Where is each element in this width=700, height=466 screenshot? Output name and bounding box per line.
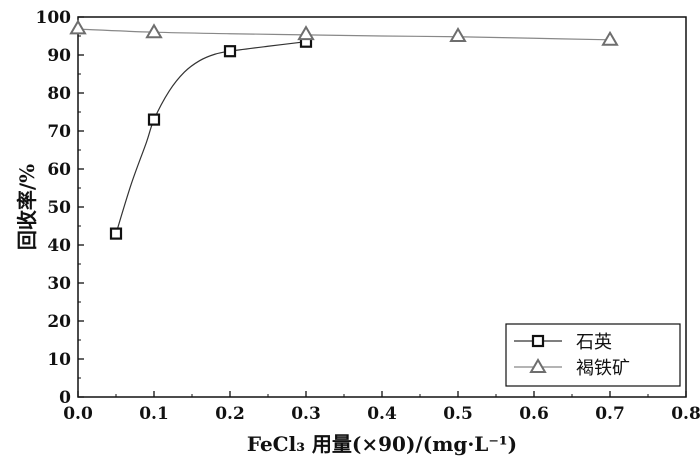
series-layer: [69, 19, 619, 240]
x-axis-label: FeCl₃ 用量(×90)/(mg·L⁻¹): [247, 432, 517, 456]
y-tick-label: 90: [47, 46, 71, 66]
data-point-limonite: [601, 30, 619, 46]
y-axis-label: 回收率/%: [15, 164, 39, 250]
x-tick-label: 0.4: [367, 404, 397, 424]
x-tick-label: 0.7: [595, 404, 625, 424]
x-tick-label: 0.5: [443, 404, 473, 424]
y-tick-label: 80: [47, 84, 71, 104]
y-tick-label: 0: [59, 388, 71, 408]
x-tick-label: 0.1: [139, 404, 169, 424]
y-tick-label: 10: [47, 350, 71, 370]
x-tick-label: 0.6: [519, 404, 549, 424]
y-tick-label: 20: [47, 312, 71, 332]
data-point-limonite: [449, 27, 467, 42]
legend-label-quartz: 石英: [576, 332, 612, 353]
x-tick-label: 0.2: [215, 404, 245, 424]
y-tick-label: 60: [47, 160, 71, 180]
data-point-limonite: [297, 25, 315, 41]
y-axis-ticks: 0 10 20 30 40 50 60 70 80 90 100: [36, 8, 84, 408]
legend: 石英 褐铁矿: [505, 323, 681, 387]
y-tick-label: 100: [36, 8, 72, 28]
series-line-quartz: [115, 41, 307, 234]
x-tick-label: 0.8: [671, 404, 700, 424]
data-point-quartz: [223, 45, 237, 58]
x-axis-ticks: 0.0 0.1 0.2 0.3 0.4 0.5 0.6 0.7 0.8: [63, 391, 700, 424]
legend-marker-quartz: [531, 334, 545, 348]
data-point-quartz: [147, 113, 161, 126]
y-tick-label: 30: [47, 274, 71, 294]
y-tick-label: 70: [47, 122, 71, 142]
x-tick-label: 0.3: [291, 404, 321, 424]
x-tick-label: 0.0: [63, 404, 93, 424]
y-tick-label: 50: [47, 198, 71, 218]
data-point-limonite: [69, 19, 87, 35]
data-point-limonite: [145, 23, 163, 39]
series-line-limonite: [77, 28, 611, 41]
legend-label-limonite: 褐铁矿: [576, 358, 630, 379]
y-tick-label: 40: [47, 236, 71, 256]
legend-marker-limonite: [529, 358, 547, 373]
data-point-quartz: [109, 227, 123, 240]
legend-box: [505, 323, 681, 387]
